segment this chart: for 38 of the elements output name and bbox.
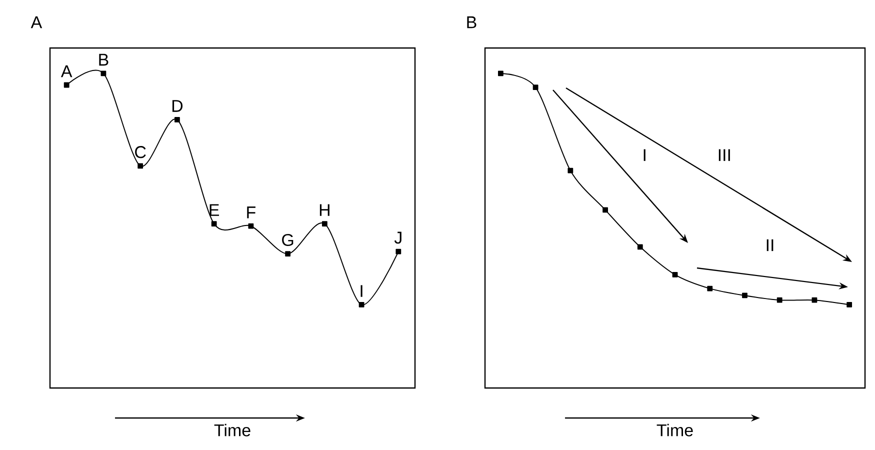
point — [568, 168, 574, 174]
annotation: II — [766, 239, 774, 252]
point — [174, 116, 180, 122]
annotation: A — [60, 65, 72, 78]
point — [396, 248, 402, 254]
point — [322, 221, 328, 226]
point — [248, 223, 254, 229]
point — [285, 251, 290, 257]
point — [211, 221, 217, 226]
point — [742, 292, 748, 298]
point — [602, 207, 608, 213]
point — [637, 244, 643, 250]
annotation: D — [172, 100, 183, 112]
point — [100, 70, 106, 76]
annotation: C — [135, 146, 146, 158]
point — [138, 163, 144, 169]
chart-title: A — [30, 16, 42, 28]
point — [358, 302, 364, 308]
point — [846, 302, 852, 308]
annotation: I — [644, 149, 646, 161]
annotation: F — [247, 206, 256, 218]
annotation: G — [282, 234, 294, 246]
annotation: H — [320, 204, 330, 216]
point — [64, 82, 70, 88]
annotation: I — [360, 285, 362, 297]
x-axis-title: Time — [656, 424, 693, 436]
text: B — [99, 54, 108, 66]
point — [672, 272, 678, 278]
chart-title: B — [467, 16, 476, 28]
point — [532, 84, 538, 90]
point — [707, 286, 713, 292]
annotation: E — [210, 204, 219, 216]
annotation: III — [718, 149, 730, 161]
annotation: J — [394, 232, 402, 244]
point — [776, 297, 782, 303]
point — [498, 70, 504, 76]
x-axis-title: Time — [214, 424, 250, 436]
point — [812, 297, 818, 303]
